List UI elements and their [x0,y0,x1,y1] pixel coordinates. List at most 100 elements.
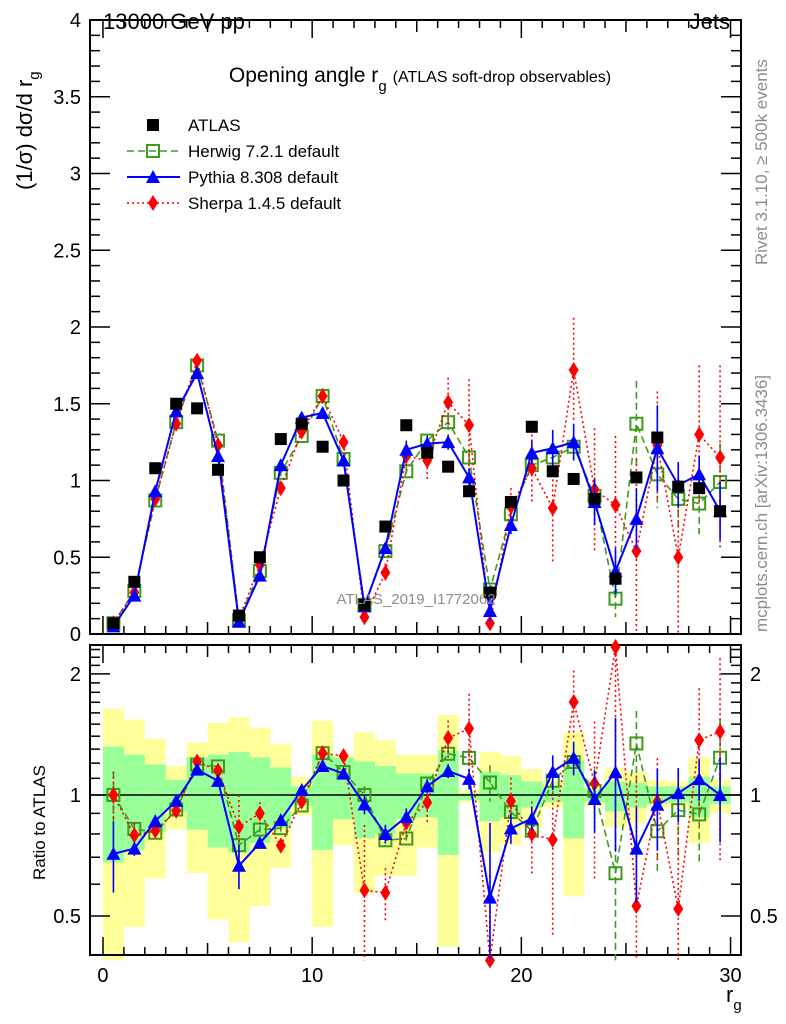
herwig-ratio-point [608,866,623,881]
atlas-data-point [609,572,622,585]
pythia-ratio-point [420,779,435,793]
legend-label: Pythia 8.308 default [188,168,339,187]
atlas-data-point [483,586,496,599]
sherpa-ratio-point [296,793,307,810]
pythia-ratio-point [399,809,414,823]
pythia-data-point [462,470,477,484]
sherpa-data-point [317,388,328,405]
sherpa-data-point [568,361,579,378]
sherpa-data-point [275,480,286,497]
y-tick-label: 3.5 [53,87,81,109]
atlas-data-point [274,433,287,446]
atlas-data-point [128,575,141,588]
sherpa-ratio-point [317,745,328,762]
pythia-line [112,370,721,627]
y-tick-label: 2.5 [53,240,81,262]
legend-entry-atlas: ATLAS [147,116,241,135]
legend-marker [147,119,159,131]
atlas-series [107,397,727,630]
pythia-data-point [378,541,393,555]
sherpa-data-point [715,449,726,466]
y-tick-label: 0 [70,624,81,646]
pythia-data-point [399,442,414,456]
atlas-data-point [714,505,727,518]
ratio-panel-frame [89,644,742,956]
sherpa-ratio-point [610,638,621,655]
atlas-data-point [253,551,266,564]
legend-entry-herwig: Herwig 7.2.1 default [127,142,339,161]
sherpa-ratio-line [112,646,721,961]
sherpa-ratio-point [380,884,391,901]
legend: ATLAS Herwig 7.2.1 default Pythia 8.308 de… [127,116,341,213]
sherpa-data-point [610,497,621,514]
legend-label: Herwig 7.2.1 default [188,142,339,161]
herwig-data-point [629,416,644,431]
sherpa-data-point [443,394,454,411]
sherpa-ratio-point [338,747,349,764]
pythia-ratio-point [692,772,707,786]
ratio-tick-label-left: 0.5 [53,906,81,928]
rivet-version-label: Rivet 3.1.10, ≥ 500k events [752,59,771,265]
sherpa-ratio-point [505,793,516,810]
legend-label: Sherpa 1.4.5 default [188,194,341,213]
herwig-data-point [441,415,456,430]
pythia-ratio-point [503,821,518,835]
herwig-data-point [462,450,477,465]
legend-entry-pythia: Pythia 8.308 default [127,168,339,187]
sherpa-ratio-point [568,693,579,710]
atlas-data-point [546,465,559,478]
y-tick-label: 3 [70,164,81,186]
pythia-ratio-point [378,826,393,840]
axes: 0 10 20 30 0 0.5 1 1.5 2 2.5 3 3.5 4 0.5 0.5 1 1 2 2 [53,10,778,987]
pythia-data-point [503,518,518,532]
atlas-data-point [107,617,120,630]
source-label: mcplots.cern.ch [arXiv:1306.3436] [752,375,771,632]
pythia-data-point [190,366,205,380]
pythia-ratio-point [545,764,560,778]
atlas-data-point [504,495,517,508]
sherpa-data-point [338,434,349,451]
stat-uncertainty-band [458,793,480,801]
pythia-ratio-point [587,791,602,805]
legend-marker [146,170,160,183]
atlas-data-point [588,492,601,505]
pythia-data-point [441,435,456,449]
sherpa-data-point [192,352,203,369]
atlas-data-point [693,482,706,495]
pythia-data-point [420,436,435,450]
pythia-ratio-point [106,846,121,860]
atlas-data-point [212,463,225,476]
pythia-data-point [545,441,560,455]
pythia-ratio-point [336,766,351,780]
herwig-ratio-point [629,736,644,751]
herwig-ratio-point [482,775,497,790]
pythia-ratio-point [441,764,456,778]
atlas-data-point [379,520,392,533]
ratio-tick-label-right: 1 [750,785,761,807]
y-tick-label: 1 [70,471,81,493]
atlas-data-point [567,472,580,485]
pythia-ratio-point [357,797,372,811]
stat-uncertainty-band [102,746,124,863]
atlas-data-point [316,440,329,453]
pythia-data-point [273,458,288,472]
pythia-data-point [148,484,163,498]
pythia-ratio-point [671,786,686,800]
pythia-ratio-point [148,814,163,828]
analysis-watermark: ATLAS_2019_I1772062 [336,591,495,608]
legend-entry-sherpa: Sherpa 1.4.5 default [127,194,341,213]
y-axis-label: (1/σ) dσ/d rg [12,71,43,190]
pythia-ratio-point [273,813,288,827]
atlas-data-point [337,474,350,487]
sherpa-ratio-point [715,723,726,740]
ratio-tick-label-right: 0.5 [750,906,778,928]
sherpa-ratio-point [464,720,475,737]
pythia-ratio-point [252,835,267,849]
pythia-data-point [629,511,644,525]
sherpa-ratio-point [422,794,433,811]
sherpa-data-point [547,500,558,517]
atlas-data-point [170,397,183,410]
sherpa-ratio-point [213,762,224,779]
pythia-data-point [336,453,351,467]
energy-label: 13000 GeV pp [103,9,245,34]
